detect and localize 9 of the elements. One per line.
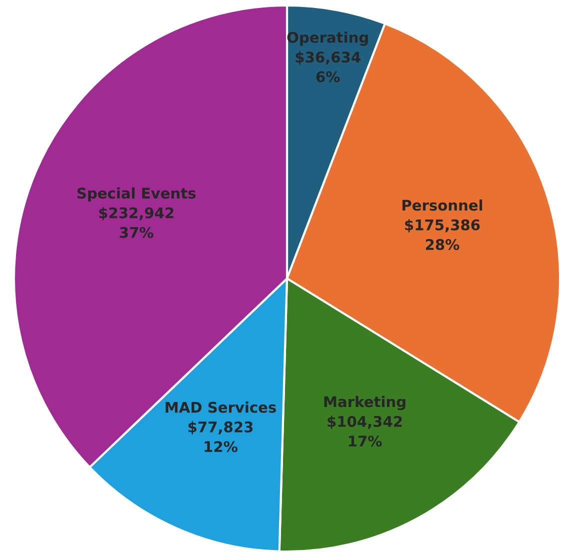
slice-label: MAD Services <box>166 402 276 413</box>
data-label: $77,823 12% <box>188 421 253 452</box>
data-label: $36,634 6% <box>296 51 360 82</box>
slice-label: Personnel <box>402 199 482 211</box>
data-label: $232,942 37% <box>99 207 174 238</box>
data-label: $104,342 17% <box>328 416 402 447</box>
data-label: $175,386 28% <box>405 219 480 250</box>
slice-label: Marketing <box>324 396 406 410</box>
slice-label: Special Events <box>78 187 196 202</box>
